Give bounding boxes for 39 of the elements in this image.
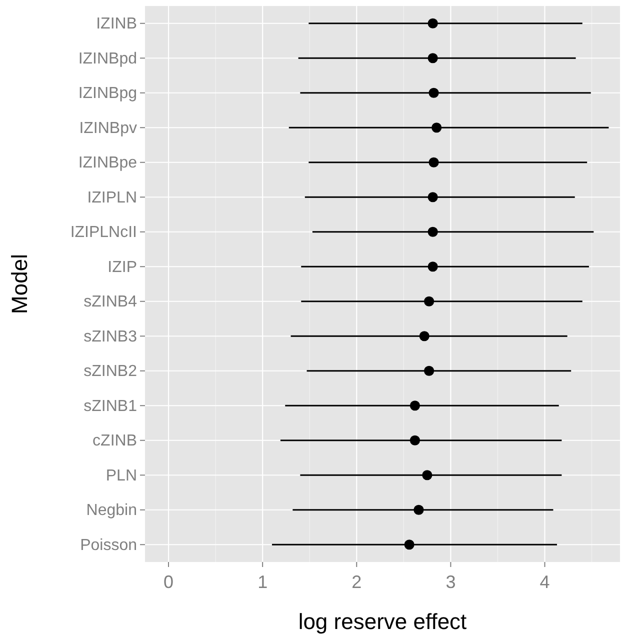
x-axis-title: log reserve effect	[298, 609, 467, 634]
point	[428, 88, 439, 98]
point	[428, 157, 439, 168]
x-tick-label: 3	[446, 572, 456, 592]
x-tick-label: 1	[258, 572, 268, 592]
point	[404, 540, 414, 550]
y-tick-label: IZIPLNcII	[70, 224, 137, 241]
y-tick-label: sZINB3	[84, 328, 138, 346]
point	[428, 18, 438, 28]
point	[424, 366, 434, 376]
point	[422, 470, 432, 480]
point	[414, 504, 424, 515]
y-tick-label: PLN	[106, 467, 137, 484]
point	[419, 331, 430, 342]
y-axis-title: Model	[7, 254, 32, 314]
point	[410, 400, 420, 411]
point	[424, 296, 434, 306]
y-tick-label: cZINB	[92, 432, 137, 450]
y-tick-label: sZINB2	[84, 362, 138, 380]
point	[410, 435, 420, 446]
point	[432, 122, 442, 133]
point	[428, 192, 438, 202]
point	[428, 53, 438, 64]
y-tick-label: IZINBpd	[78, 50, 137, 68]
y-tick-label: sZINB1	[84, 398, 138, 415]
y-tick-label: IZINBpv	[79, 120, 137, 137]
y-tick-label: IZIPLN	[87, 189, 137, 206]
x-tick-label: 2	[352, 572, 362, 592]
point	[428, 262, 438, 272]
y-tick-label: IZINBpe	[78, 154, 138, 172]
y-tick-label: Poisson	[80, 536, 137, 554]
y-tick-label: IZINBpg	[78, 84, 137, 102]
x-tick-label: 4	[540, 572, 550, 592]
y-tick-label: sZINB4	[84, 293, 138, 310]
y-tick-label: IZINB	[96, 15, 137, 32]
y-tick-label: IZIP	[108, 258, 137, 276]
point	[428, 226, 438, 237]
x-tick-label: 0	[164, 572, 174, 592]
y-tick-label: Negbin	[86, 502, 137, 519]
